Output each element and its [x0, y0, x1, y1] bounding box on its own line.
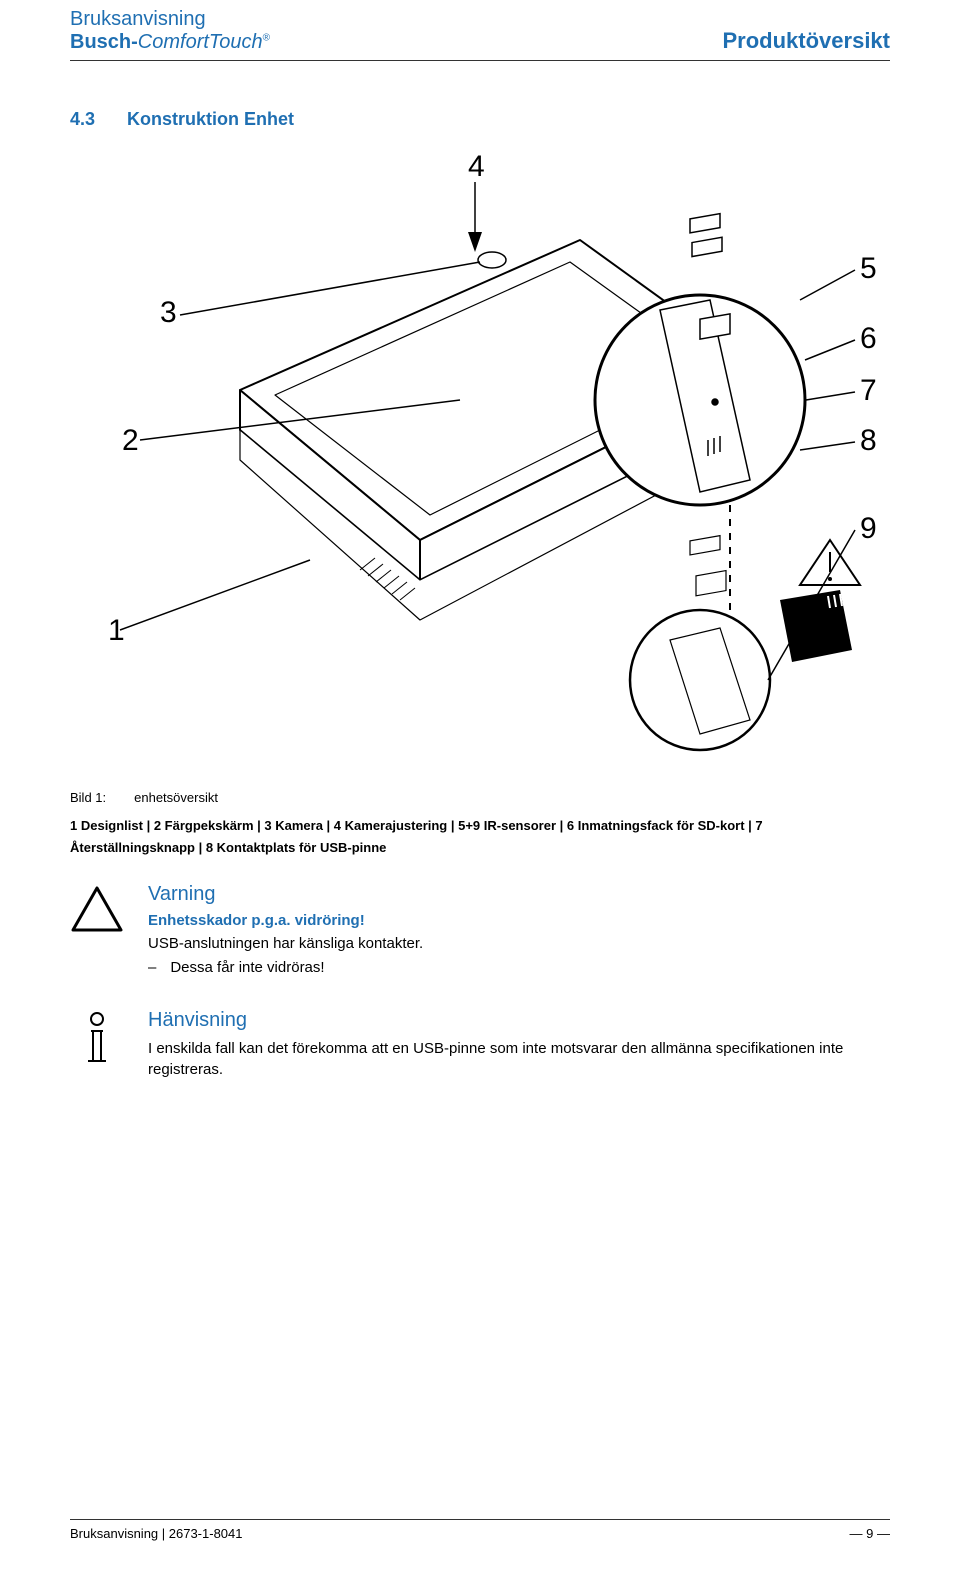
device-diagram: 1 2 3 4 5 6 7 8 9 [60, 140, 880, 780]
footer-left: Bruksanvisning | 2673-1-8041 [70, 1526, 243, 1541]
registered-symbol: ® [263, 32, 270, 43]
page-header: Bruksanvisning Busch-ComfortTouch® Produ… [70, 8, 890, 61]
section-title: Konstruktion Enhet [127, 109, 294, 130]
section-number: 4.3 [70, 109, 95, 130]
header-title2-ital: ComfortTouch [138, 31, 263, 53]
diagram-label-7: 7 [860, 374, 877, 407]
header-right: Produktöversikt [723, 28, 891, 54]
header-title-line2: Busch-ComfortTouch® [70, 31, 270, 54]
hint-text: I enskilda fall kan det förekomma att en… [148, 1038, 890, 1082]
caption-text: enhetsöversikt [134, 790, 218, 805]
footer-page-number: — 9 — [850, 1526, 890, 1541]
diagram-label-2: 2 [122, 424, 139, 457]
warning-line2: Dessa får inte vidröras! [170, 957, 324, 979]
diagram-legend: 1 Designlist | 2 Färgpekskärm | 3 Kamera… [70, 815, 890, 859]
header-title2-bold: Busch- [70, 31, 138, 53]
warning-callout: Varning Enhetsskador p.g.a. vidröring! U… [70, 883, 890, 979]
info-icon [70, 1009, 124, 1067]
diagram-label-6: 6 [860, 322, 877, 355]
diagram-label-1: 1 [108, 614, 125, 647]
page-footer: Bruksanvisning | 2673-1-8041 — 9 — [70, 1519, 890, 1541]
header-title-line1: Bruksanvisning [70, 8, 270, 31]
diagram-label-5: 5 [860, 252, 877, 285]
caption-label: Bild 1: [70, 790, 106, 805]
warning-dash: – [148, 957, 156, 979]
diagram-label-8: 8 [860, 424, 877, 457]
diagram-label-3: 3 [160, 296, 177, 329]
warning-subheading: Enhetsskador p.g.a. vidröring! [148, 912, 890, 929]
warning-line1: USB-anslutningen har känsliga kontakter. [148, 933, 890, 955]
warning-heading: Varning [148, 883, 890, 906]
header-left: Bruksanvisning Busch-ComfortTouch® [70, 8, 270, 54]
warning-text: USB-anslutningen har känsliga kontakter.… [148, 933, 890, 979]
diagram-label-4: 4 [468, 150, 485, 183]
hint-heading: Hänvisning [148, 1009, 890, 1032]
warning-triangle-icon [70, 883, 124, 933]
section-heading: 4.3 Konstruktion Enhet [70, 109, 890, 130]
diagram-label-9: 9 [860, 512, 877, 545]
figure-caption: Bild 1: enhetsöversikt [70, 790, 890, 805]
hint-callout: Hänvisning I enskilda fall kan det förek… [70, 1009, 890, 1082]
